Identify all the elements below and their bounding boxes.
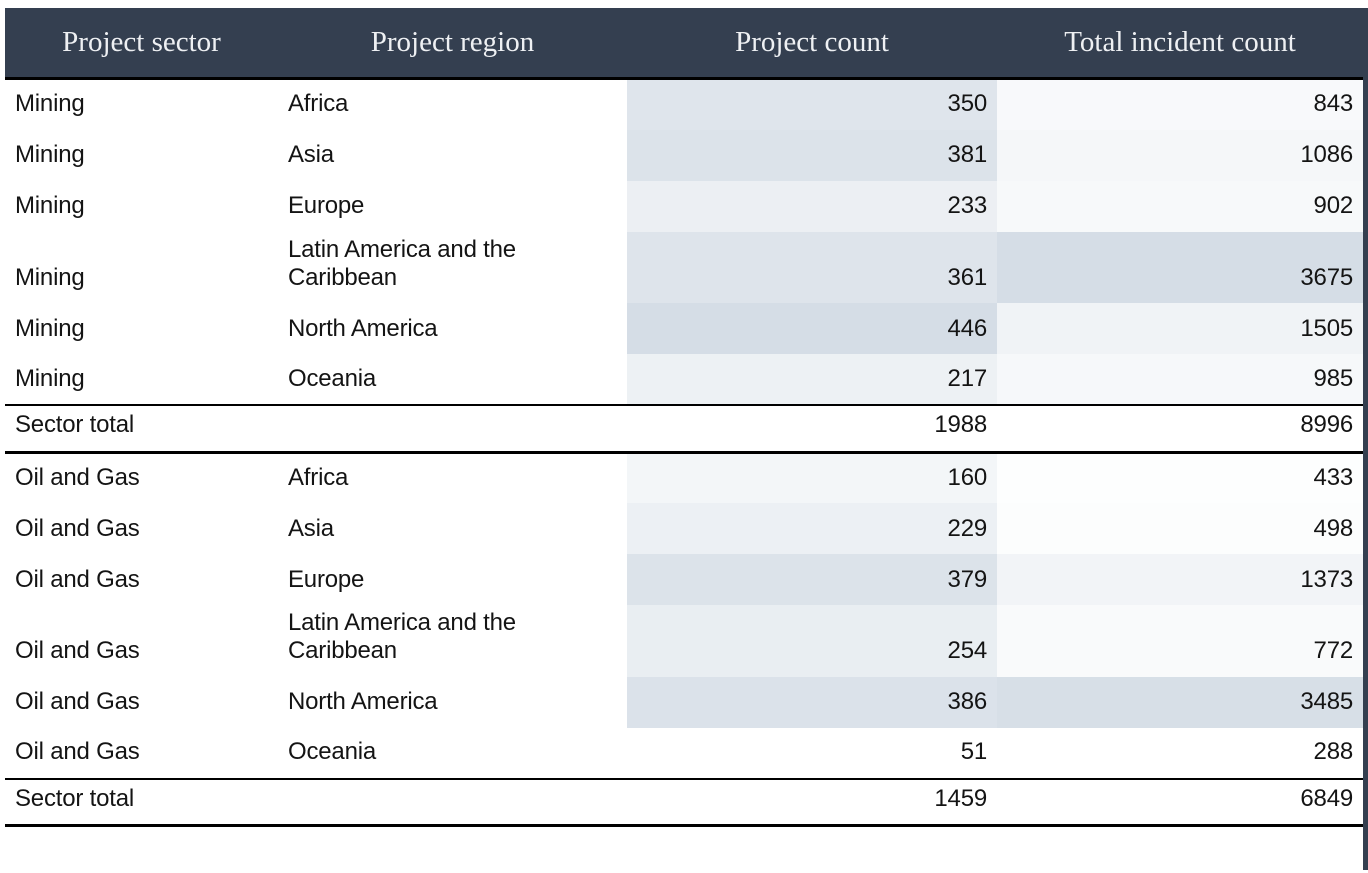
cell-project-region: North America xyxy=(288,688,438,716)
cell-project-sector: Oil and Gas xyxy=(15,565,140,593)
table-row: Oil and Gas Oceania 51 288 xyxy=(5,727,1363,779)
table-row: Mining Latin America and the Caribbean 361… xyxy=(5,231,1363,304)
cell-total-incident-count: 1505 xyxy=(997,303,1363,355)
cell-project-count: 51 xyxy=(627,727,997,779)
header-row: Project sector Project region Project co… xyxy=(5,8,1363,80)
cell-project-region: Europe xyxy=(288,565,365,593)
sector-total-row: Sector total 1988 8996 xyxy=(5,404,1363,454)
sector-total-project-count: 1988 xyxy=(627,404,997,454)
cell-project-count: 361 xyxy=(627,231,997,304)
cell-total-incident-count: 3675 xyxy=(997,231,1363,304)
cell-project-count: 160 xyxy=(627,452,997,504)
cell-project-sector: Oil and Gas xyxy=(15,688,140,716)
column-header-total-incident-count: Total incident count xyxy=(997,8,1363,80)
cell-project-region: Latin America and the Caribbean xyxy=(288,609,516,665)
cell-project-region: North America xyxy=(288,314,438,342)
cell-project-sector: Mining xyxy=(15,192,85,220)
table-row: Mining Oceania 217 985 xyxy=(5,354,1363,406)
table-row: Oil and Gas Europe 379 1373 xyxy=(5,554,1363,606)
cell-project-count: 381 xyxy=(627,129,997,181)
table-row: Mining Africa 350 843 xyxy=(5,78,1363,130)
cell-project-sector: Mining xyxy=(15,314,85,342)
cell-total-incident-count: 772 xyxy=(997,605,1363,677)
cell-total-incident-count: 3485 xyxy=(997,676,1363,728)
cell-total-incident-count: 902 xyxy=(997,180,1363,232)
cell-project-sector: Mining xyxy=(15,263,85,291)
cell-project-count: 350 xyxy=(627,78,997,130)
sector-total-incident-count: 6849 xyxy=(997,777,1363,828)
sector-total-spacer xyxy=(278,777,627,828)
column-header-project-count: Project count xyxy=(627,8,997,80)
table-header: Project sector Project region Project co… xyxy=(5,8,1363,80)
cell-total-incident-count: 1373 xyxy=(997,554,1363,606)
cell-project-count: 386 xyxy=(627,676,997,728)
table-row: Mining North America 446 1505 xyxy=(5,303,1363,355)
cell-project-region: Oceania xyxy=(288,364,376,392)
cell-project-count: 379 xyxy=(627,554,997,606)
sector-total-incident-count: 8996 xyxy=(997,404,1363,454)
cell-project-count: 233 xyxy=(627,180,997,232)
cell-project-sector: Oil and Gas xyxy=(15,514,140,542)
sector-region-incident-table: Project sector Project region Project co… xyxy=(5,8,1363,828)
cell-project-sector: Oil and Gas xyxy=(15,738,140,766)
cell-total-incident-count: 985 xyxy=(997,354,1363,406)
cell-project-sector: Mining xyxy=(15,90,85,118)
column-header-project-region: Project region xyxy=(278,8,627,80)
table-row: Oil and Gas Africa 160 433 xyxy=(5,452,1363,504)
table-right-edge-strip xyxy=(1363,8,1368,870)
sector-total-project-count: 1459 xyxy=(627,777,997,828)
cell-total-incident-count: 1086 xyxy=(997,129,1363,181)
cell-project-sector: Oil and Gas xyxy=(15,637,140,665)
sector-total-label: Sector total xyxy=(5,777,278,828)
cell-project-sector: Mining xyxy=(15,141,85,169)
sector-total-row: Sector total 1459 6849 xyxy=(5,777,1363,828)
cell-project-region: Oceania xyxy=(288,738,376,766)
table-row: Mining Europe 233 902 xyxy=(5,180,1363,232)
cell-project-sector: Oil and Gas xyxy=(15,463,140,491)
table-row: Mining Asia 381 1086 xyxy=(5,129,1363,181)
sector-total-label: Sector total xyxy=(5,404,278,454)
cell-project-region: Africa xyxy=(288,463,349,491)
table-row: Oil and Gas Latin America and the Caribbe… xyxy=(5,605,1363,677)
cell-project-region: Africa xyxy=(288,90,349,118)
cell-total-incident-count: 288 xyxy=(997,727,1363,779)
table-body: Mining Africa 350 843 Mining Asia 381 1086 Minin… xyxy=(5,78,1363,828)
cell-project-count: 446 xyxy=(627,303,997,355)
table-row: Oil and Gas North America 386 3485 xyxy=(5,676,1363,728)
column-header-project-sector: Project sector xyxy=(5,8,278,80)
cell-project-count: 254 xyxy=(627,605,997,677)
cell-project-count: 217 xyxy=(627,354,997,406)
sector-total-spacer xyxy=(278,404,627,454)
cell-project-count: 229 xyxy=(627,503,997,555)
cell-project-sector: Mining xyxy=(15,364,85,392)
table-row: Oil and Gas Asia 229 498 xyxy=(5,503,1363,555)
cell-project-region: Asia xyxy=(288,514,334,542)
cell-project-region: Latin America and the Caribbean xyxy=(288,235,516,291)
cell-project-region: Asia xyxy=(288,141,334,169)
cell-total-incident-count: 433 xyxy=(997,452,1363,504)
cell-total-incident-count: 843 xyxy=(997,78,1363,130)
cell-total-incident-count: 498 xyxy=(997,503,1363,555)
cell-project-region: Europe xyxy=(288,192,365,220)
